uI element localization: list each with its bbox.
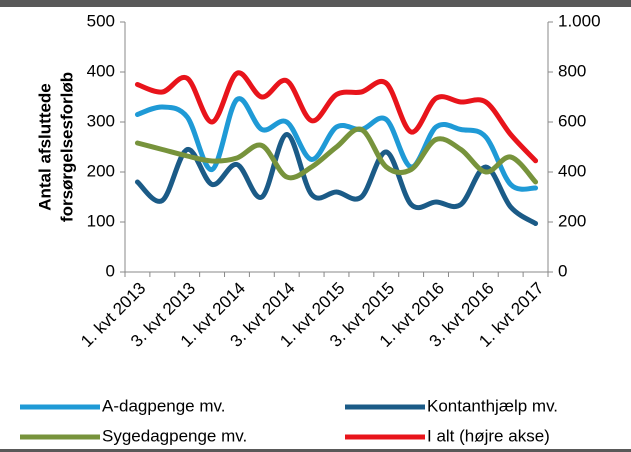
y2-tick-label: 1.000 bbox=[558, 11, 601, 30]
y2-tick-label: 600 bbox=[558, 111, 586, 130]
y-tick-label: 0 bbox=[106, 261, 115, 280]
y2-tick-label: 0 bbox=[558, 261, 567, 280]
y-tick-label: 400 bbox=[87, 61, 115, 80]
legend-label: A-dagpenge mv. bbox=[102, 396, 225, 415]
y2-tick-label: 200 bbox=[558, 211, 586, 230]
y-tick-label: 100 bbox=[87, 211, 115, 230]
legend-label: Sygedagpenge mv. bbox=[102, 426, 247, 445]
y-axis-label: Antal afsluttede bbox=[35, 83, 54, 211]
bottom-bar bbox=[0, 449, 631, 452]
legend-label: Kontanthjælp mv. bbox=[427, 396, 558, 415]
series-line bbox=[134, 132, 539, 226]
series-line bbox=[134, 126, 539, 185]
top-bar bbox=[0, 0, 631, 7]
legend-label: I alt (højre akse) bbox=[427, 426, 550, 445]
y-tick-label: 300 bbox=[87, 111, 115, 130]
y-axis-label: forsørgelsesforløb bbox=[57, 72, 76, 222]
y-tick-label: 500 bbox=[87, 11, 115, 30]
y-tick-label: 200 bbox=[87, 161, 115, 180]
y2-tick-label: 800 bbox=[558, 61, 586, 80]
series-line bbox=[134, 70, 539, 164]
y2-tick-label: 400 bbox=[558, 161, 586, 180]
